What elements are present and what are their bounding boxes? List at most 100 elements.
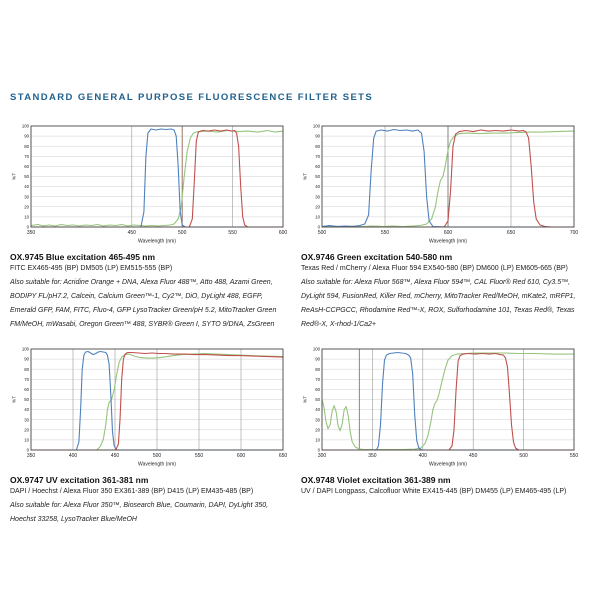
svg-text:90: 90 <box>315 134 320 139</box>
svg-text:650: 650 <box>507 230 516 236</box>
svg-text:650: 650 <box>279 453 288 459</box>
svg-text:20: 20 <box>24 427 29 432</box>
svg-text:550: 550 <box>195 453 204 459</box>
svg-text:0: 0 <box>318 448 321 453</box>
filter-set-spec: UV / DAPI Longpass, Calcofluor White EX4… <box>301 488 567 495</box>
svg-text:550: 550 <box>228 230 237 236</box>
filter-set-ox9747: 0 10 20 30 40 50 60 70 80 90 100 350 400 450 500 550 600… <box>10 344 295 527</box>
svg-text:60: 60 <box>24 164 29 169</box>
filter-set-title: OX.9748 Violet excitation 361-389 nm <box>301 475 451 485</box>
spectrum-chart-ox9747: 0 10 20 30 40 50 60 70 80 90 100 350 400 450 500 550 600… <box>10 344 290 468</box>
svg-text:550: 550 <box>381 230 390 236</box>
x-axis-label: Wavelength (nm) <box>138 462 176 468</box>
svg-text:500: 500 <box>153 453 162 459</box>
svg-text:30: 30 <box>315 194 320 199</box>
filter-sets-grid: 0 10 20 30 40 50 60 70 80 90 100 350 450 500 550 600 Wav… <box>10 121 586 527</box>
svg-text:40: 40 <box>24 184 29 189</box>
x-axis-label: Wavelength (nm) <box>429 462 467 468</box>
filter-set-title: OX.9745 Blue excitation 465-495 nm <box>10 252 156 262</box>
svg-text:80: 80 <box>24 144 29 149</box>
svg-text:20: 20 <box>24 204 29 209</box>
svg-text:350: 350 <box>368 453 377 459</box>
svg-text:70: 70 <box>24 377 29 382</box>
svg-text:550: 550 <box>570 453 579 459</box>
filter-set-ox9748: 0 10 20 30 40 50 60 70 80 90 100 300 350 400 450 500 550… <box>301 344 586 499</box>
svg-text:0: 0 <box>318 225 321 230</box>
spectral-curve <box>30 350 284 451</box>
svg-text:450: 450 <box>128 230 137 236</box>
svg-text:400: 400 <box>419 453 428 459</box>
y-axis-label: %T <box>12 396 18 403</box>
svg-text:40: 40 <box>315 184 320 189</box>
svg-text:50: 50 <box>315 174 320 179</box>
svg-text:100: 100 <box>313 347 321 352</box>
svg-text:600: 600 <box>279 230 288 236</box>
page-title: STANDARD GENERAL PURPOSE FLUORESCENCE FI… <box>10 92 374 103</box>
svg-text:400: 400 <box>69 453 78 459</box>
y-axis-label: %T <box>12 173 18 180</box>
svg-text:500: 500 <box>178 230 187 236</box>
spectral-curve <box>30 129 284 228</box>
svg-text:20: 20 <box>315 204 320 209</box>
spectral-curve <box>30 128 284 228</box>
svg-text:60: 60 <box>315 164 320 169</box>
svg-text:40: 40 <box>24 407 29 412</box>
spectral-curve <box>321 129 575 228</box>
svg-text:350: 350 <box>27 453 36 459</box>
spectrum-chart-ox9748: 0 10 20 30 40 50 60 70 80 90 100 300 350 400 450 500 550… <box>301 344 581 468</box>
svg-text:30: 30 <box>24 194 29 199</box>
spectrum-chart-ox9746: 0 10 20 30 40 50 60 70 80 90 100 500 550 600 650 700 Wav… <box>301 121 581 245</box>
svg-text:80: 80 <box>315 144 320 149</box>
svg-text:100: 100 <box>313 124 321 129</box>
svg-text:80: 80 <box>24 367 29 372</box>
svg-text:60: 60 <box>24 387 29 392</box>
also-suitable-list: Also suitable for: Acridine Orange + DNA… <box>10 279 277 328</box>
spectral-curve <box>30 352 284 451</box>
svg-text:500: 500 <box>519 453 528 459</box>
svg-text:100: 100 <box>22 347 30 352</box>
x-axis-label: Wavelength (nm) <box>429 239 467 245</box>
also-suitable-list: Also suitable for: Alexa Fluor 568™, Ale… <box>301 279 576 328</box>
svg-text:450: 450 <box>111 453 120 459</box>
spectral-curve <box>321 130 575 228</box>
filter-set-title: OX.9746 Green excitation 540-580 nm <box>301 252 453 262</box>
svg-text:80: 80 <box>315 367 320 372</box>
svg-text:10: 10 <box>24 438 29 443</box>
svg-text:50: 50 <box>24 174 29 179</box>
svg-text:600: 600 <box>444 230 453 236</box>
svg-text:60: 60 <box>315 387 320 392</box>
filter-set-ox9746: 0 10 20 30 40 50 60 70 80 90 100 500 550 600 650 700 Wav… <box>301 121 586 332</box>
y-axis-label: %T <box>303 173 309 180</box>
svg-text:50: 50 <box>24 397 29 402</box>
svg-text:90: 90 <box>24 134 29 139</box>
also-suitable-list: Also suitable for: Alexa Fluor 350™, Bio… <box>10 502 269 523</box>
svg-text:70: 70 <box>24 154 29 159</box>
spectral-curve <box>30 351 284 451</box>
y-axis-label: %T <box>303 396 309 403</box>
svg-text:50: 50 <box>315 397 320 402</box>
svg-text:70: 70 <box>315 154 320 159</box>
filter-set-ox9745: 0 10 20 30 40 50 60 70 80 90 100 350 450 500 550 600 Wav… <box>10 121 295 332</box>
svg-text:90: 90 <box>24 357 29 362</box>
svg-text:20: 20 <box>315 427 320 432</box>
filter-set-spec: Texas Red / mCherry / Alexa Fluor 594 EX… <box>301 265 568 272</box>
svg-text:10: 10 <box>315 215 320 220</box>
svg-text:700: 700 <box>570 230 579 236</box>
svg-text:500: 500 <box>318 230 327 236</box>
svg-text:10: 10 <box>315 438 320 443</box>
filter-set-spec: FITC EX465-495 (BP) DM505 (LP) EM515-555… <box>10 265 173 272</box>
svg-text:0: 0 <box>27 448 30 453</box>
svg-text:70: 70 <box>315 377 320 382</box>
spectral-curve <box>321 351 575 451</box>
svg-text:10: 10 <box>24 215 29 220</box>
svg-text:350: 350 <box>27 230 36 236</box>
svg-text:90: 90 <box>315 357 320 362</box>
svg-text:40: 40 <box>315 407 320 412</box>
filter-set-spec: DAPI / Hoechst / Alexa Fluor 350 EX361-3… <box>10 488 254 495</box>
svg-text:30: 30 <box>315 417 320 422</box>
svg-text:100: 100 <box>22 124 30 129</box>
spectrum-chart-ox9745: 0 10 20 30 40 50 60 70 80 90 100 350 450 500 550 600 Wav… <box>10 121 290 245</box>
spectral-curve <box>321 352 575 451</box>
svg-text:450: 450 <box>469 453 478 459</box>
